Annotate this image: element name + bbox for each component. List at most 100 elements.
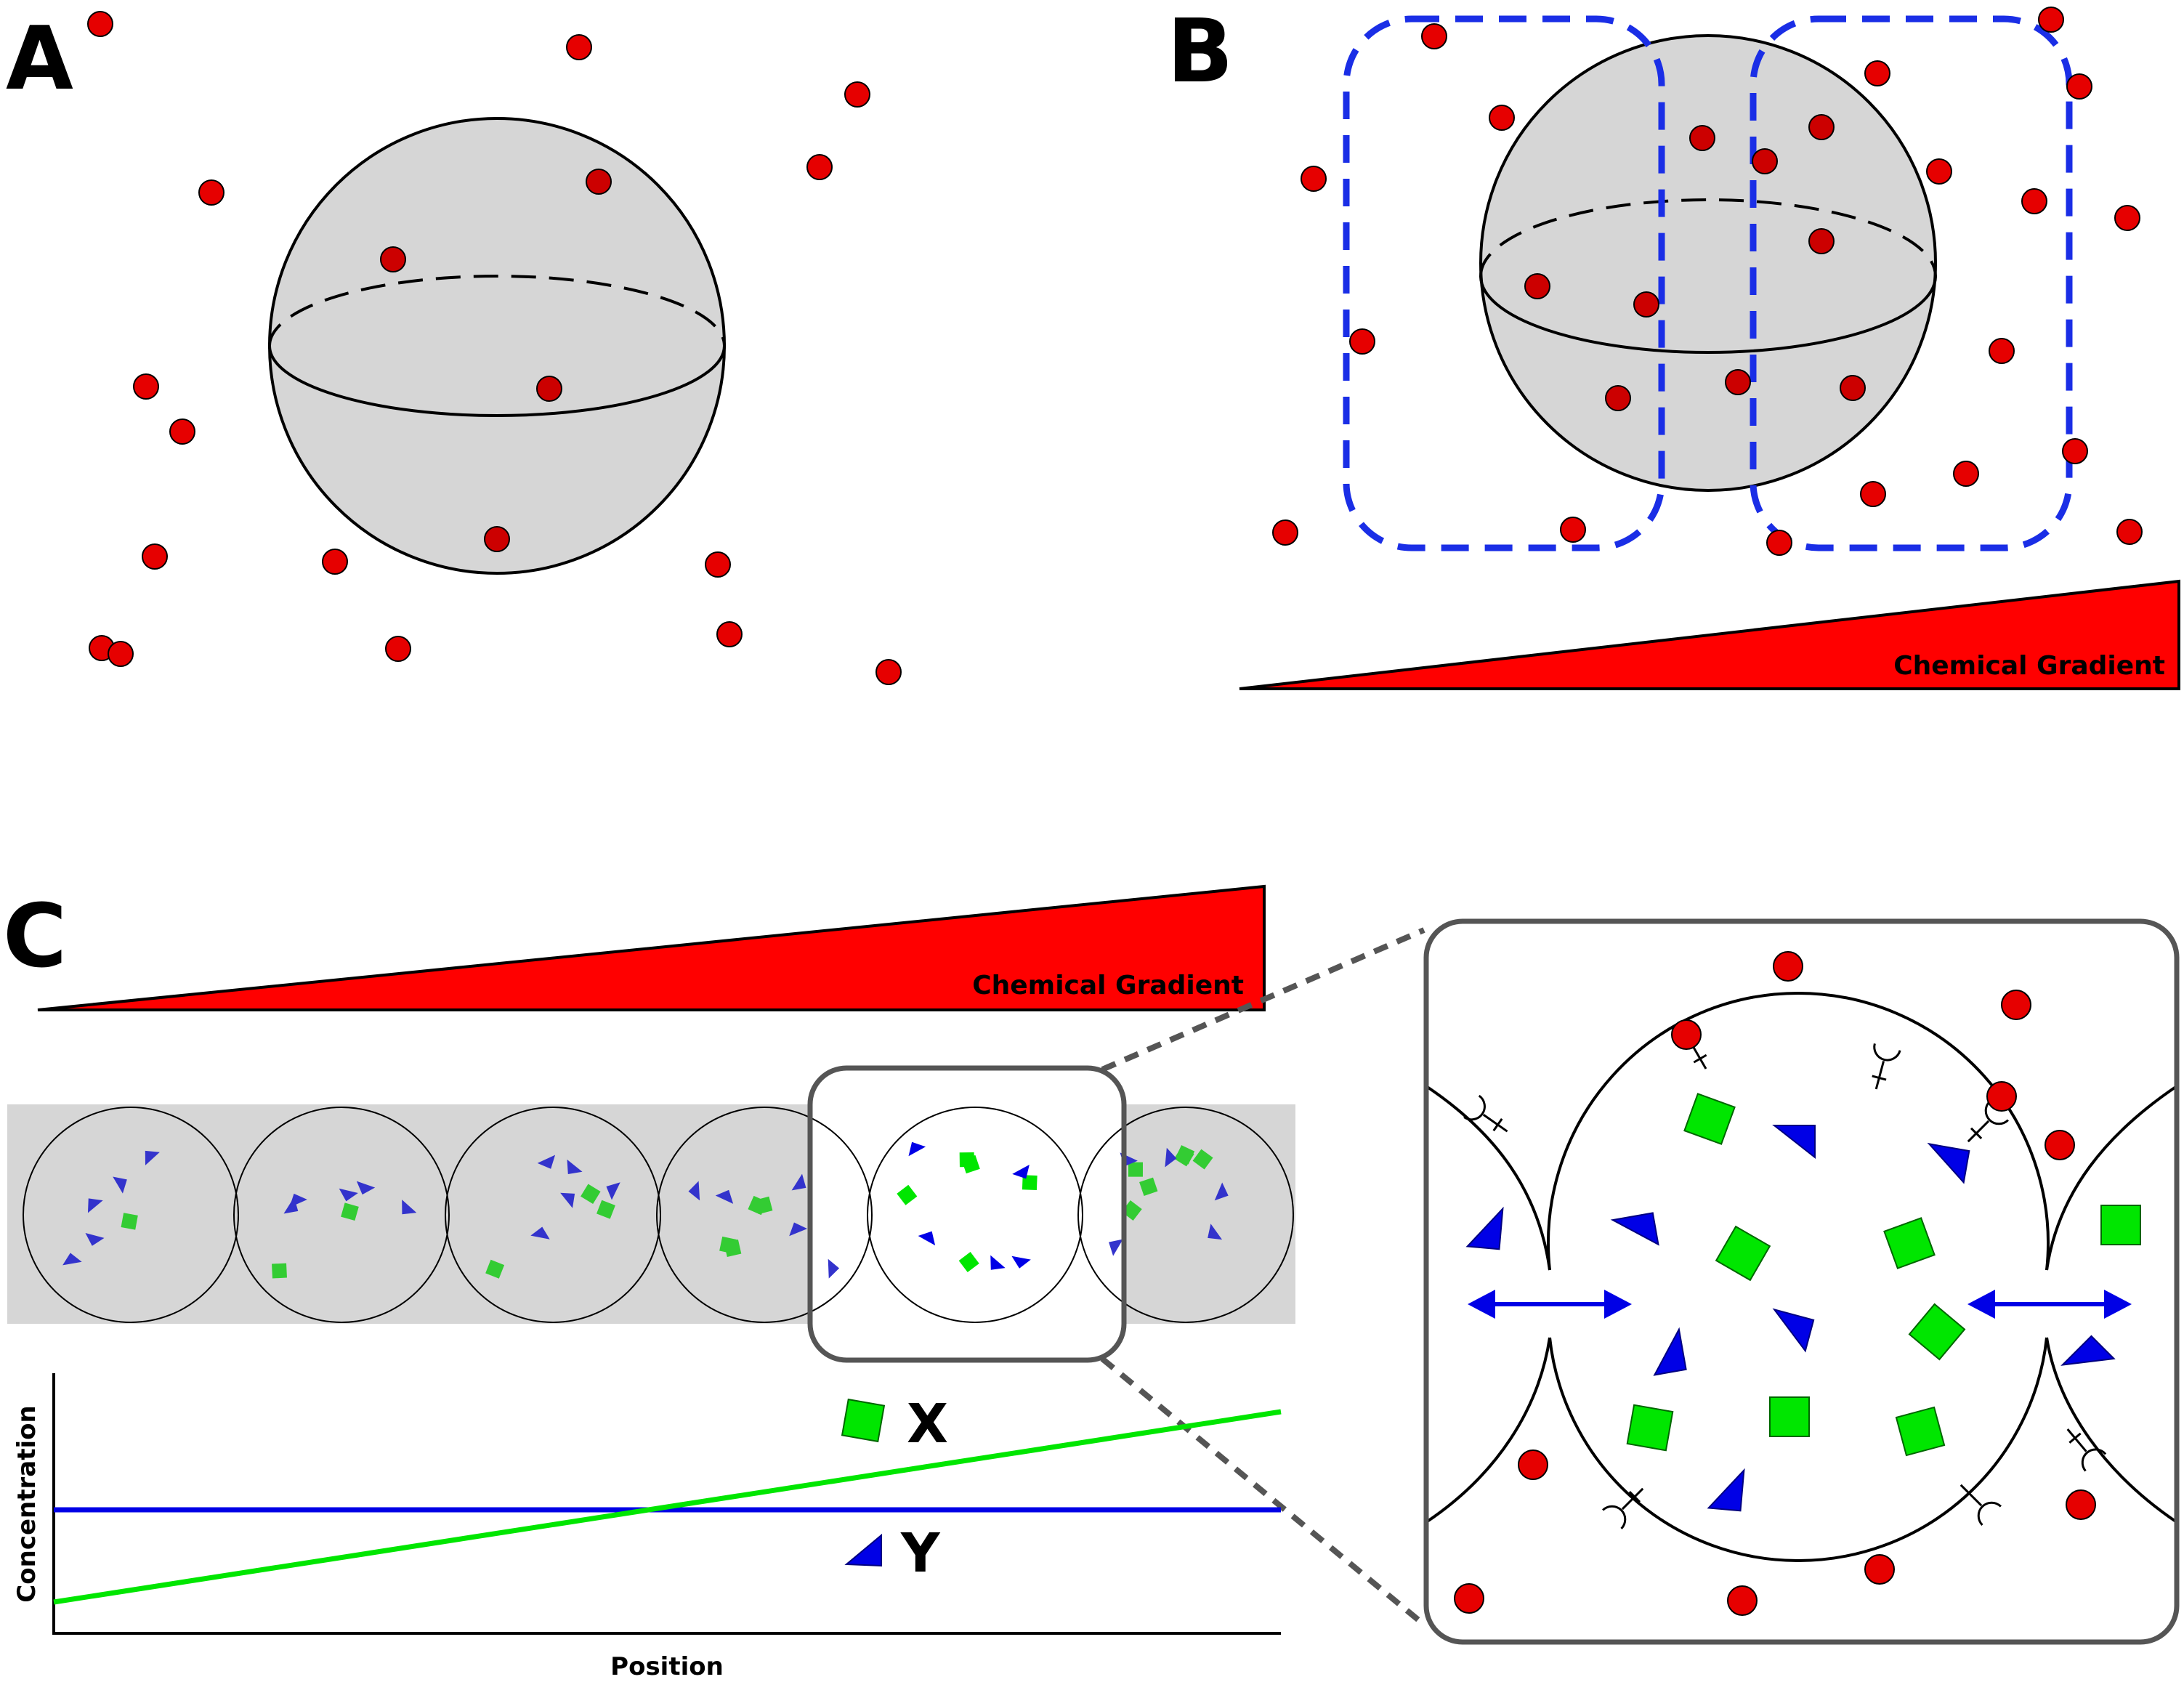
species-y-triangle <box>87 1198 103 1213</box>
exchange-arrow-icon <box>1468 1290 1632 1319</box>
ligand-dot <box>2021 188 2047 214</box>
ligand-dot <box>133 373 159 400</box>
cell-sphere-b <box>1479 34 1937 492</box>
ligand-dot <box>844 81 870 108</box>
species-y-triangle <box>1707 1468 1745 1512</box>
ligand-dot <box>142 543 168 570</box>
tissue-cell <box>23 1107 239 1323</box>
species-y-triangle <box>828 1258 840 1279</box>
ligand-dot <box>2038 7 2064 33</box>
receptor-icon <box>1463 1094 1508 1133</box>
ligand-dot <box>1864 60 1890 86</box>
tissue-cells <box>23 1107 1294 1323</box>
cell-sphere-a <box>268 117 726 575</box>
species-y-triangle <box>1610 1212 1659 1246</box>
species-x-square <box>121 1213 138 1230</box>
chemical-gradient-b: Chemical Gradient <box>1239 579 2180 690</box>
receptor-icon <box>1967 1100 2010 1143</box>
zoom-connector-bottom <box>1100 1356 1426 1628</box>
panel-letter-a: A <box>6 9 73 110</box>
species-x-square <box>1769 1396 1810 1437</box>
ligand-group-b <box>1272 7 2143 556</box>
species-y-triangle <box>1653 1327 1687 1376</box>
ligand-dot <box>536 376 562 402</box>
panel-b: B Chemical Gradient <box>1167 1 2180 690</box>
species-x-square <box>1192 1149 1213 1170</box>
species-y-triangle <box>530 1226 550 1240</box>
zoom-window-frame <box>807 1065 1127 1363</box>
zoom-cell-outlines <box>1426 992 2177 1562</box>
legend-y-triangle-icon <box>844 1533 882 1567</box>
panel-a: A <box>6 9 902 685</box>
species-y-triangle <box>560 1192 575 1208</box>
ligand-dot <box>586 169 612 195</box>
ligand-dot <box>2045 1130 2075 1160</box>
tissue-molecules <box>62 1141 1229 1279</box>
ligand-dot <box>1808 114 1835 140</box>
ligand-dot <box>484 526 510 552</box>
species-y-triangle <box>537 1155 556 1169</box>
zoom-inset <box>1423 918 2180 1645</box>
ligand-dot <box>1860 481 1886 507</box>
chemical-gradient-c: Chemical Gradient <box>37 884 1266 1011</box>
species-y-triangle <box>1109 1239 1123 1256</box>
ligand-dot <box>1605 385 1631 411</box>
panel-letter-c: C <box>3 886 67 987</box>
ligand-dot <box>1689 125 1715 151</box>
species-y-triangle <box>791 1173 806 1191</box>
exchange-arrow-icon <box>1967 1290 2132 1319</box>
receptor-group <box>1463 1024 2107 1530</box>
species-x-square <box>958 1252 979 1273</box>
receptor-icon <box>2066 1428 2107 1472</box>
ligand-dot <box>1671 1019 1702 1050</box>
species-x-square <box>596 1200 615 1219</box>
zoom-connector-top <box>1101 927 1425 1072</box>
ligand-dot <box>2066 73 2092 100</box>
ligand-dot <box>385 636 411 662</box>
ligand-dot <box>1301 166 1327 192</box>
ligand-dot <box>1727 1585 1758 1616</box>
species-y-triangle <box>402 1200 417 1215</box>
ligand-dot <box>1633 291 1659 318</box>
species-x-square <box>961 1155 980 1174</box>
species-x-square <box>2100 1205 2141 1245</box>
ligand-dot <box>1953 461 1979 487</box>
species-y-triangle <box>1772 1125 1816 1160</box>
ligand-dot <box>2001 990 2031 1020</box>
ligand-dot <box>566 34 592 60</box>
ligand-dot <box>1766 530 1792 556</box>
species-y-triangle <box>339 1188 358 1202</box>
species-x-square <box>748 1195 767 1216</box>
receptor-icon <box>1872 1043 1901 1090</box>
species-x-square <box>1715 1225 1771 1282</box>
tissue-cell <box>656 1107 873 1323</box>
species-y-triangle <box>990 1255 1006 1270</box>
series-line-x <box>53 1409 1282 1605</box>
species-x-square <box>1128 1162 1143 1177</box>
species-x-square <box>1174 1146 1194 1167</box>
species-x-square <box>1022 1175 1038 1190</box>
ligand-dot <box>1524 273 1550 299</box>
panel-letter-b: B <box>1167 1 1233 102</box>
species-y-triangle <box>1214 1182 1229 1201</box>
ligand-dot <box>2116 519 2143 545</box>
ligand-dot <box>705 551 731 578</box>
zoom-inset-background <box>1426 921 2177 1642</box>
ligand-dot <box>806 154 833 180</box>
species-y-triangle <box>2060 1335 2116 1366</box>
inset-molecules <box>1465 1093 2141 1512</box>
ligand-dot <box>1840 375 1866 401</box>
species-x-square <box>1139 1177 1158 1196</box>
species-y-triangle <box>113 1176 127 1194</box>
species-y-triangle <box>789 1222 808 1237</box>
species-y-triangle <box>1012 1164 1030 1179</box>
species-y-triangle <box>606 1182 620 1200</box>
ligand-dot <box>1560 517 1586 543</box>
plot-x-label: Position <box>610 1652 724 1681</box>
species-y-triangle <box>289 1193 307 1208</box>
sensing-region-right <box>1750 15 2073 551</box>
species-y-triangle <box>918 1231 936 1246</box>
species-y-triangle <box>85 1232 105 1246</box>
ligand-dot <box>1272 519 1298 546</box>
